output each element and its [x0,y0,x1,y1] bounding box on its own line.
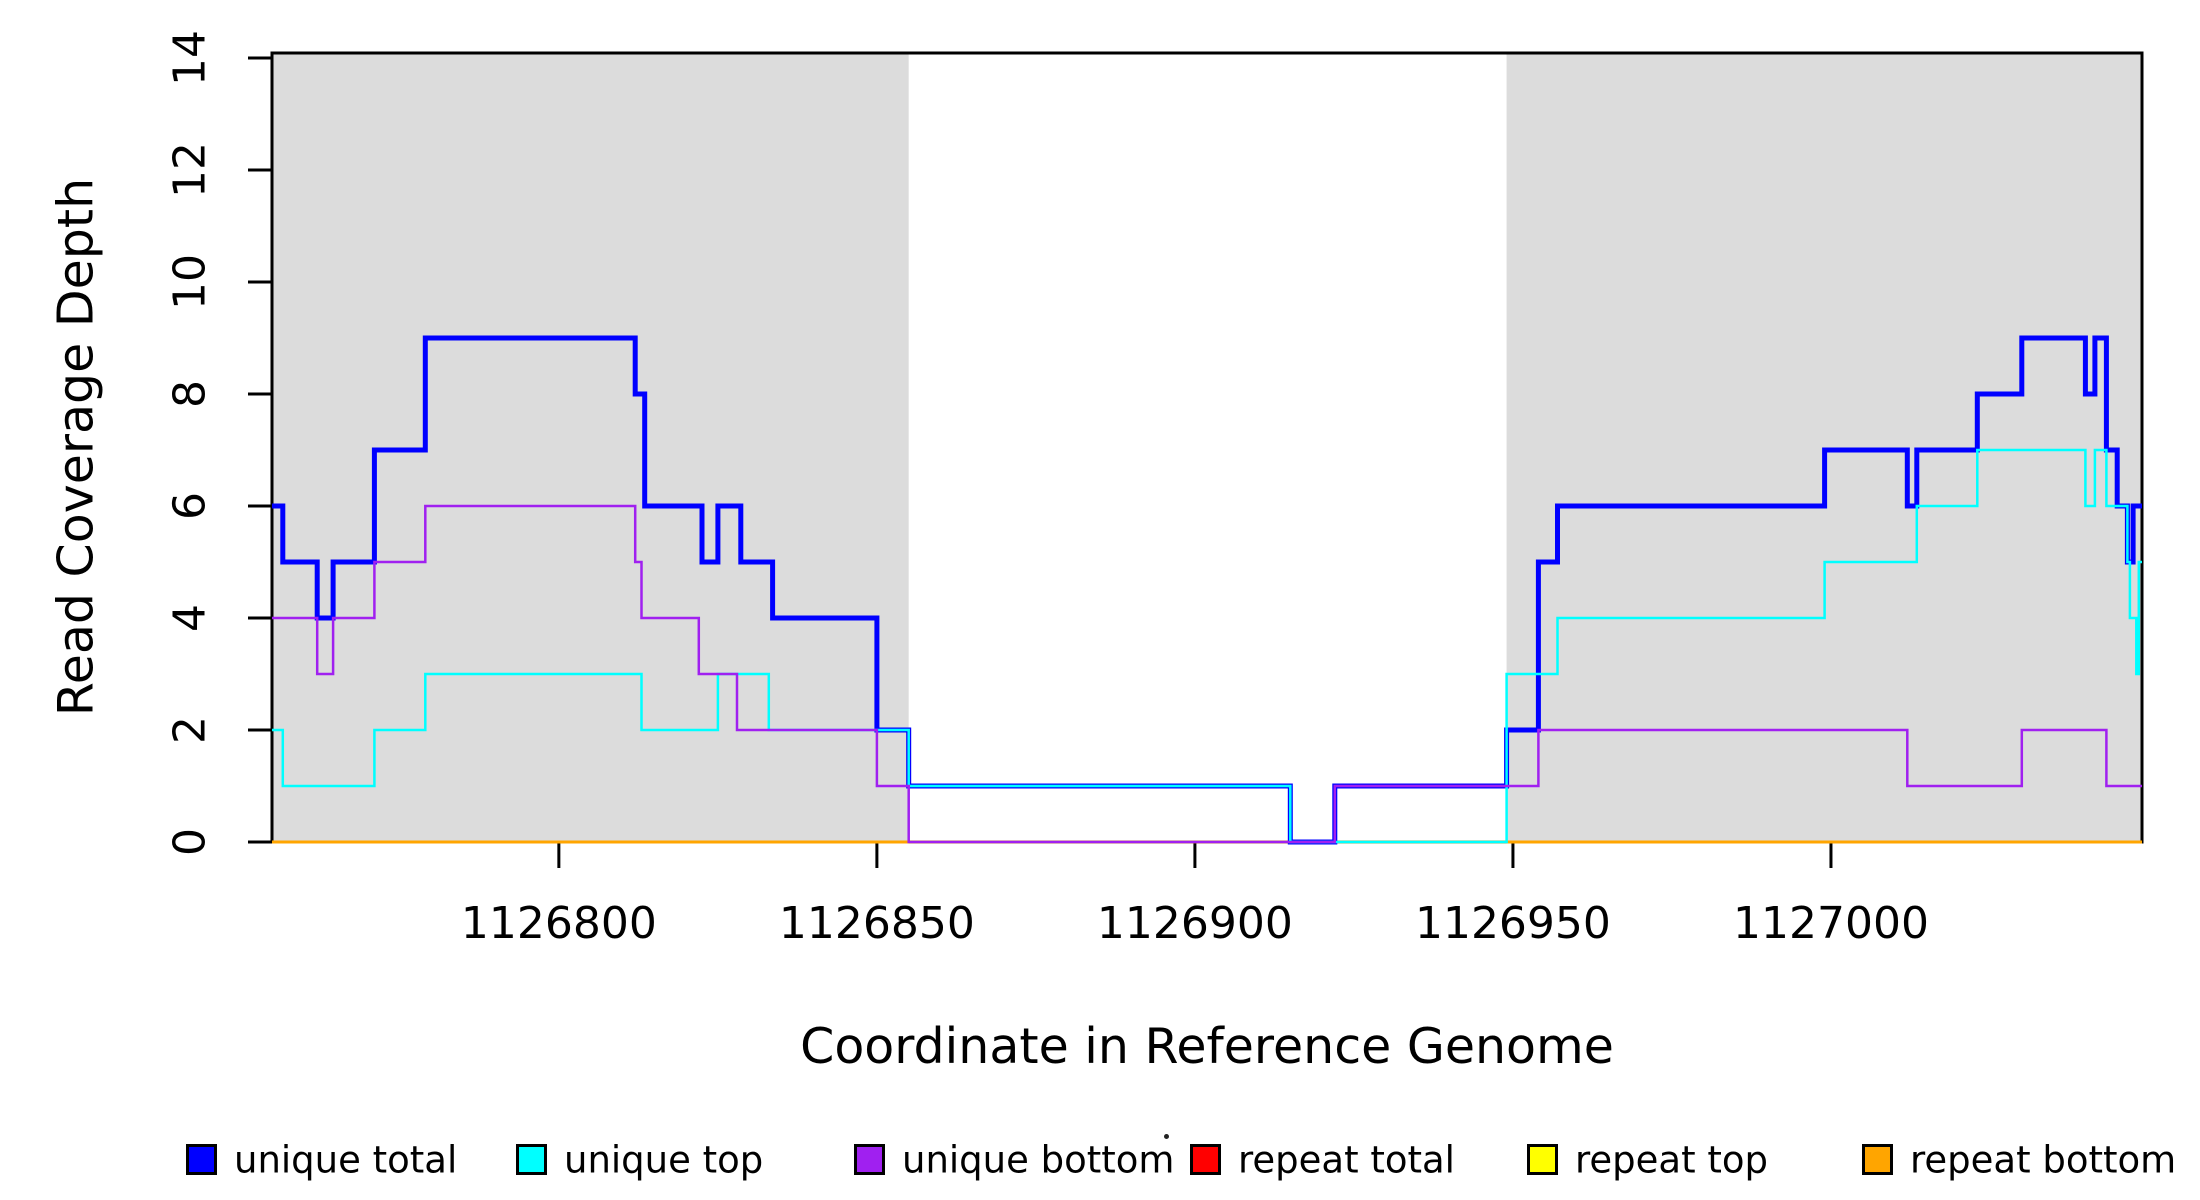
x-tick-label: 1126850 [778,898,975,949]
y-tick-label: 8 [164,380,216,408]
y-tick-label: 14 [164,30,216,86]
stray-dot-artifact [1164,1134,1169,1139]
y-tick-label: 6 [164,492,216,520]
y-tick-label: 4 [164,604,216,632]
y-tick-label: 12 [164,142,216,198]
shaded-region [272,53,909,842]
y-axis-title: Read Coverage Depth [47,177,105,717]
x-tick-label: 1126800 [460,898,657,949]
x-tick-label: 1126950 [1414,898,1611,949]
x-tick-label: 1126900 [1096,898,1293,949]
x-axis-title: Coordinate in Reference Genome [800,1018,1614,1075]
y-tick-label: 10 [164,254,216,310]
y-tick-label: 0 [164,828,216,856]
y-tick-label: 2 [164,716,216,744]
series-unique-top [272,448,2142,844]
series-unique-bottom [272,504,2142,844]
x-tick-label: 1127000 [1732,898,1929,949]
